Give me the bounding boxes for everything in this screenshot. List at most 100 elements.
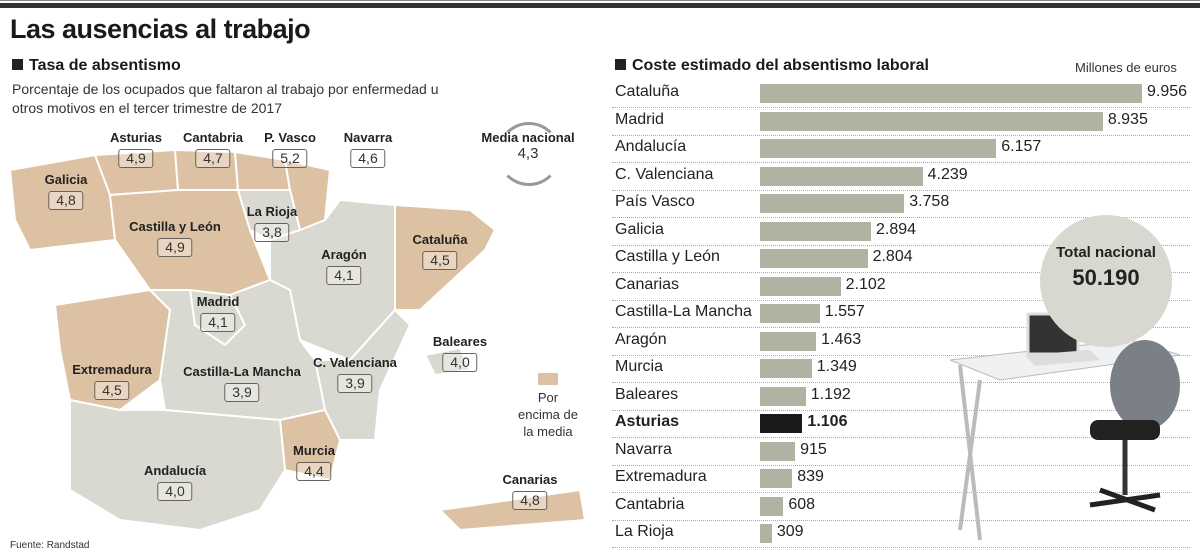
bar [760,111,1103,131]
media-nacional: Media nacional 4,3 [480,130,576,162]
bar-value: 839 [797,468,824,485]
media-label: Media nacional [481,130,575,145]
bar-row: Navarra 915 [612,438,1190,466]
bar-label: Aragón [615,330,667,348]
bar-row: Castilla-La Mancha 1.557 [612,300,1190,328]
region-label: La Rioja [246,204,298,219]
region-label: Baleares [432,334,488,349]
bar-label: Canarias [615,275,680,293]
region-value: 3,9 [224,383,260,402]
region-label: Asturias [109,130,163,145]
region-value: 4,1 [200,313,236,332]
bar-value: 2.804 [872,248,913,265]
legend-swatch [538,373,558,385]
region-value: 3,8 [254,223,290,242]
bar-row: Aragón 1.463 [612,328,1190,356]
bar-label: Extremadura [615,468,707,485]
bar-row: Madrid 8.935 [612,108,1190,136]
bar-row: Asturias 1.106 [612,410,1190,438]
bar-value: 3.758 [909,193,950,210]
region-value: 4,5 [94,381,130,400]
bar-row: Cataluña 9.956 [612,80,1190,108]
bar-value: 1.106 [807,413,848,430]
map-heading-text: Tasa de absentismo [29,57,181,74]
total-value: 50.190 [1072,265,1140,290]
bar-value: 309 [776,523,804,540]
bar [760,304,820,323]
region-label: Castilla-La Mancha [183,364,301,379]
region-label: Galicia [44,172,88,187]
bar [760,139,997,158]
region-value: 3,9 [337,374,373,393]
bar-row: Canarias 2.102 [612,273,1190,301]
bar-label: Cataluña [615,83,680,100]
desk-illustration [949,312,1181,541]
top-rule [0,0,1200,1]
region-value: 4,7 [195,149,231,168]
bar-value: 1.192 [810,385,851,403]
bar [760,194,905,213]
bar-label: La Rioja [615,523,674,540]
region-label: Madrid [196,294,240,309]
bar [760,166,923,186]
bar [760,524,772,543]
bar-value: 4.239 [927,165,968,183]
bar-value: 6.157 [1001,138,1042,155]
chart-heading: Coste estimado del absentismo laboral [615,57,929,75]
bar-value: 2.894 [876,220,917,238]
bar [760,276,841,296]
page-title: Las ausencias al trabajo [10,14,311,44]
map-region-castilla-la-mancha [147,278,327,422]
region-value: 4,0 [442,353,478,372]
spain-map [8,148,587,532]
bar-value: 2.102 [845,275,886,293]
bar [760,441,796,461]
map-heading: Tasa de absentismo [12,57,181,75]
bar-row: Galicia 2.894 [612,218,1190,246]
bar [760,496,784,516]
bar [760,331,817,351]
region-label: Murcia [293,443,335,458]
region-label: Extremadura [72,362,152,377]
bar-label: Madrid [615,110,664,128]
bar-label: Andalucía [615,138,687,155]
bar-row: Cantabria 608 [612,493,1190,521]
region-label: Andalucía [143,463,207,478]
legend-label: Por encima de la media [518,390,578,439]
map-subtitle: Porcentaje de los ocupados que faltaron … [12,81,439,116]
region-label: P. Vasco [264,130,316,145]
bar-row: Castilla y León 2.804 [612,245,1190,273]
square-bullet-icon [12,59,23,70]
region-label: Aragón [321,247,367,262]
region-value: 4,9 [157,238,193,257]
bar-label: Castilla y León [615,248,720,265]
bar-label: Castilla-La Mancha [615,303,752,320]
media-ring [497,122,561,186]
bar-label: C. Valenciana [615,165,714,183]
bar-value: 1.463 [821,330,862,348]
region-label: Canarias [502,472,558,487]
bar-row: La Rioja 309 [612,520,1190,548]
region-label: Navarra [343,130,393,145]
chart-title: Coste estimado del absentismo laboral [632,57,929,74]
source: Fuente: Randstad [10,540,90,551]
region-label: C. Valenciana [313,355,397,370]
region-value: 4,5 [422,251,458,270]
bar-value: 9.956 [1147,83,1188,100]
region-value: 4,9 [118,149,154,168]
bar-label: Asturias [615,413,680,430]
bar [760,249,868,268]
region-value: 4,8 [48,191,84,210]
bar [760,414,803,433]
region-value: 5,2 [272,149,308,168]
total-nacional: Total nacional 50.190 [1040,215,1172,347]
region-value: 4,8 [512,491,548,510]
square-bullet-icon [615,59,626,70]
map-region-andaluc-a [69,398,287,532]
region-value: 4,4 [296,462,332,481]
total-label: Total nacional [1056,244,1156,261]
bar-label: Baleares [615,385,679,403]
bar-value: 608 [788,495,816,513]
bar-value: 915 [800,440,827,458]
